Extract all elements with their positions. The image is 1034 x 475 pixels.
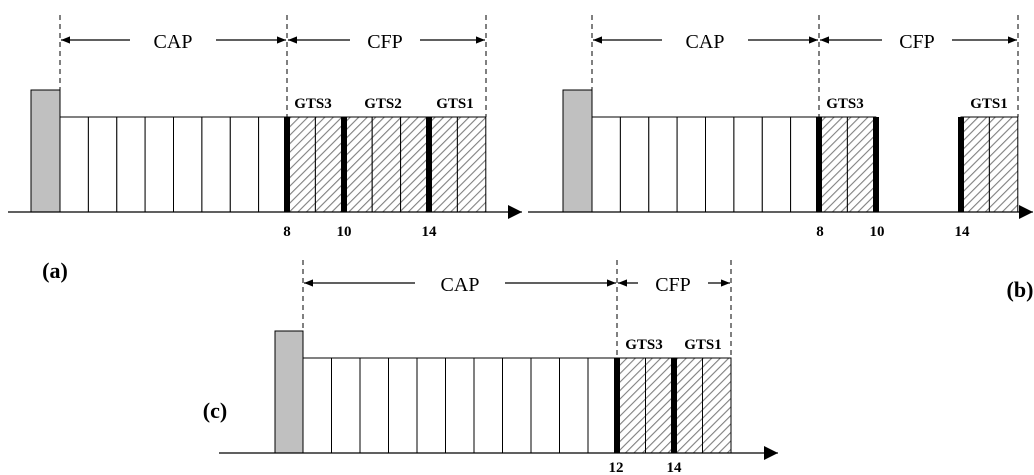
tick-label: 14 bbox=[955, 224, 971, 240]
cap-slots bbox=[591, 116, 820, 213]
panel-a: CAP CFP bbox=[8, 15, 522, 283]
cap-slot bbox=[648, 116, 678, 213]
gts-boundary bbox=[426, 117, 432, 212]
panel-c: CAP CFP GTS3 GTS1 12 bbox=[203, 260, 778, 475]
gts-slot bbox=[702, 357, 732, 454]
gts-label: GTS3 bbox=[826, 96, 864, 112]
cap-slot bbox=[591, 116, 621, 213]
gts-label: GTS2 bbox=[364, 96, 402, 112]
gts-slots bbox=[286, 116, 487, 213]
panel-label: (a) bbox=[42, 258, 68, 283]
panel-label: (b) bbox=[1007, 277, 1034, 302]
gts-slots bbox=[616, 357, 732, 454]
cap-slot bbox=[201, 116, 231, 213]
tick-label: 14 bbox=[667, 460, 683, 475]
beacon-block bbox=[562, 89, 593, 213]
cap-slot bbox=[705, 116, 735, 213]
gts-slot bbox=[286, 116, 316, 213]
gts-slot bbox=[371, 116, 402, 213]
cfp-label: CFP bbox=[655, 274, 691, 296]
cap-slot bbox=[331, 357, 361, 454]
cap-slot bbox=[445, 357, 475, 454]
cap-label: CAP bbox=[686, 31, 725, 53]
cap-slot bbox=[258, 116, 288, 213]
cap-slot bbox=[144, 116, 175, 213]
gts-slot bbox=[818, 116, 848, 213]
cap-slot bbox=[302, 357, 332, 454]
gts-label: GTS1 bbox=[684, 337, 722, 353]
cap-slot bbox=[559, 357, 589, 454]
gts-slot bbox=[428, 116, 458, 213]
cap-slot bbox=[359, 357, 389, 454]
cap-slot bbox=[502, 357, 532, 454]
panel-label: (c) bbox=[203, 398, 227, 423]
gts-slot bbox=[343, 116, 373, 213]
tick-label: 10 bbox=[870, 224, 885, 240]
gts-slot bbox=[456, 116, 487, 213]
cap-slot bbox=[87, 116, 118, 213]
gts-label: GTS1 bbox=[970, 96, 1008, 112]
cap-slot bbox=[388, 357, 418, 454]
tick-label: 8 bbox=[283, 224, 291, 240]
gts-slot bbox=[960, 116, 990, 213]
gts-boundary bbox=[614, 358, 620, 453]
gts-slot bbox=[846, 116, 877, 213]
cfp-label: CFP bbox=[899, 31, 935, 53]
gts-slot bbox=[314, 116, 345, 213]
gts-boundary bbox=[671, 358, 677, 453]
gts-slot bbox=[616, 357, 646, 454]
gts-label: GTS3 bbox=[294, 96, 332, 112]
beacon-block bbox=[274, 330, 304, 454]
cap-slot bbox=[676, 116, 706, 213]
cap-slot bbox=[229, 116, 260, 213]
tick-label: 10 bbox=[337, 224, 352, 240]
tick-label: 14 bbox=[422, 224, 438, 240]
cap-label: CAP bbox=[154, 31, 193, 53]
gts-boundary bbox=[816, 117, 822, 212]
cap-slots bbox=[302, 357, 618, 454]
cfp-label: CFP bbox=[367, 31, 403, 53]
cap-slot bbox=[416, 357, 446, 454]
cap-slot bbox=[116, 116, 146, 213]
gts-boundary bbox=[284, 117, 290, 212]
gts-slot bbox=[645, 357, 675, 454]
gts-boundary bbox=[341, 117, 347, 212]
cap-slot bbox=[59, 116, 89, 213]
tick-label: 12 bbox=[609, 460, 624, 475]
cap-slot bbox=[530, 357, 560, 454]
gts-boundary bbox=[958, 117, 964, 212]
cap-slot bbox=[733, 116, 763, 213]
cap-slots bbox=[59, 116, 288, 213]
cap-slot bbox=[761, 116, 792, 213]
cap-slot bbox=[790, 116, 820, 213]
gts-slot bbox=[673, 357, 703, 454]
cap-slot bbox=[173, 116, 203, 213]
gts-boundary bbox=[873, 117, 879, 212]
cap-slot bbox=[473, 357, 503, 454]
gts-slot bbox=[400, 116, 430, 213]
gts-slot bbox=[988, 116, 1019, 213]
cap-slot bbox=[619, 116, 650, 213]
beacon-block bbox=[30, 89, 61, 213]
cap-label: CAP bbox=[441, 274, 480, 296]
panel-b: CAP CFP GTS3 GTS1 8 10 14 bbox=[528, 15, 1033, 302]
gts-label: GTS3 bbox=[625, 337, 663, 353]
tick-label: 8 bbox=[816, 224, 824, 240]
cap-slot bbox=[587, 357, 618, 454]
gts-label: GTS1 bbox=[436, 96, 474, 112]
gts-slots bbox=[818, 116, 1019, 213]
